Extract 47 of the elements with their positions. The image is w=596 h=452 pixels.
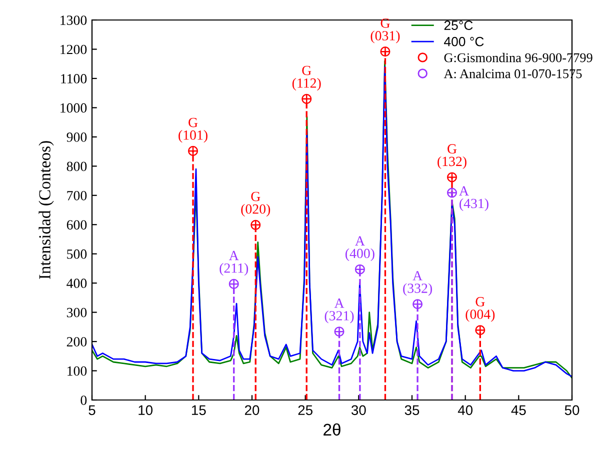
point — [188, 146, 198, 156]
y-tick-label: 0 — [80, 396, 87, 405]
x-tick-label: 5 — [88, 405, 96, 416]
point — [446, 188, 458, 198]
annotation: A (332) — [403, 271, 432, 296]
y-tick-label: 700 — [67, 190, 87, 200]
annotation: G (031) — [370, 18, 400, 44]
annotation: A (321) — [324, 298, 354, 324]
y-tick-label: 100 — [68, 366, 87, 376]
legend-label: 25°C — [444, 20, 473, 30]
y-tick-label: 1200 — [60, 44, 87, 54]
annotation: A (400) — [346, 236, 374, 262]
x-axis-title: 2θ — [324, 423, 340, 436]
y-tick-label: 500 — [67, 249, 87, 259]
point — [412, 299, 423, 310]
x-tick-label: 50 — [564, 405, 580, 416]
point — [354, 264, 365, 274]
x-tick-label: 20 — [244, 405, 260, 416]
annotation: G (132) — [438, 144, 466, 169]
point — [228, 278, 239, 289]
y-tick-label: 300 — [66, 308, 87, 318]
point — [302, 94, 312, 104]
point — [250, 220, 261, 230]
y-tick-label: 600 — [66, 220, 87, 230]
annotation: A (431) — [459, 186, 488, 211]
y-axis-title: Intensidad (Conteos) — [38, 141, 54, 280]
x-tick-label: 25 — [298, 405, 312, 416]
x-tick-label: 35 — [404, 405, 420, 416]
x-tick-label: 10 — [138, 405, 153, 416]
x-tick-label: 15 — [192, 405, 206, 416]
annotation: G (020) — [241, 192, 270, 217]
annotation: G (112) — [292, 66, 321, 91]
y-tick-label: 800 — [66, 162, 87, 172]
legend-label: 400 °C — [444, 36, 484, 46]
y-tick-label: 900 — [66, 132, 87, 142]
point — [446, 172, 458, 182]
annotation: G (101) — [178, 118, 208, 143]
annotation: G (004) — [466, 297, 495, 322]
x-tick-label: 45 — [511, 405, 526, 416]
y-tick-label: 400 — [66, 278, 87, 288]
y-tick-label: 1000 — [60, 103, 87, 113]
annotation: A (211) — [220, 250, 248, 276]
y-tick-label: 1100 — [61, 74, 87, 84]
y-tick-label: 1300 — [60, 16, 87, 25]
x-tick-label: 30 — [351, 405, 366, 416]
y-tick-label: 200 — [66, 337, 87, 346]
x-tick-label: 40 — [458, 405, 473, 416]
